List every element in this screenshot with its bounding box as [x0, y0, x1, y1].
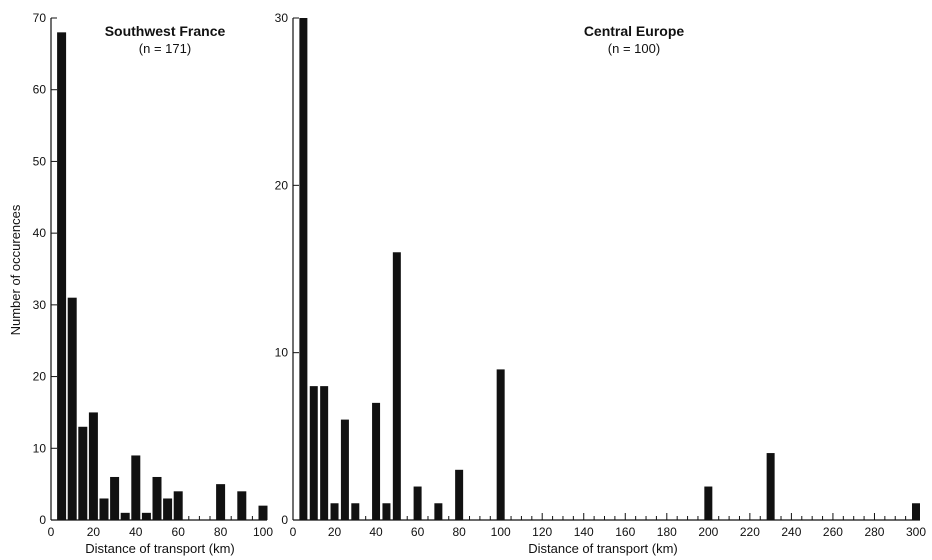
bar-central-europe-80 [455, 469, 464, 520]
bar-southwest-france-15 [78, 426, 88, 520]
bar-southwest-france-55 [163, 498, 173, 520]
x-tick-label: 60 [172, 525, 186, 539]
x-tick-label: 160 [615, 525, 635, 539]
bar-central-europe-30 [351, 503, 360, 520]
y-tick-labels-southwest-france: 0 10 20 30 40 50 60 70 [33, 11, 47, 527]
x-tick-label: 140 [574, 525, 594, 539]
x-tick-label: 120 [532, 525, 552, 539]
x-tick-labels-central-europe: 0 20 40 60 80 100 120 140 160 180 200 220 240 260 280 3… [290, 525, 927, 539]
x-tick-label: 200 [698, 525, 718, 539]
x-tick-label: 20 [87, 525, 101, 539]
bar-central-europe-50 [392, 252, 401, 520]
y-tick-label: 0 [39, 513, 46, 527]
y-tick-label: 60 [33, 83, 47, 97]
y-tick-label: 20 [275, 178, 289, 192]
y-axis-label: Number of occurences [8, 204, 23, 335]
y-tick-label: 10 [275, 346, 289, 360]
x-axis-label-central-europe: Distance of transport (km) [528, 541, 678, 556]
x-tick-label: 80 [214, 525, 228, 539]
bars-southwest-france [57, 32, 268, 520]
x-axis-label-southwest-france: Distance of transport (km) [85, 541, 235, 556]
bar-central-europe-20 [330, 503, 339, 520]
bars-central-europe [299, 18, 920, 520]
x-tick-label: 220 [740, 525, 760, 539]
y-tick-label: 20 [33, 370, 47, 384]
subtitle-southwest-france: (n = 171) [139, 41, 191, 56]
x-tick-label: 300 [906, 525, 926, 539]
bar-southwest-france-80 [216, 484, 226, 520]
y-tick-label: 70 [33, 11, 47, 25]
x-tick-label: 240 [781, 525, 801, 539]
bar-central-europe-100 [496, 369, 505, 520]
bar-central-europe-70 [434, 503, 443, 520]
y-tick-label: 30 [275, 11, 289, 25]
bar-southwest-france-5 [57, 32, 67, 520]
axes-central-europe [292, 17, 920, 521]
x-tick-label: 180 [657, 525, 677, 539]
bar-southwest-france-50 [152, 476, 162, 520]
bar-central-europe-300 [912, 503, 920, 520]
bar-southwest-france-20 [88, 412, 98, 520]
panel-southwest-france: 0 10 20 30 40 50 60 70 0 20 40 60 80 100 Southwest F… [33, 11, 274, 556]
x-tick-label: 0 [48, 525, 55, 539]
x-tick-label: 100 [491, 525, 511, 539]
panel-central-europe: 0 10 20 30 0 20 40 60 80 100 120 140 160 180 200 220 24… [275, 11, 927, 556]
x-tick-label: 20 [328, 525, 342, 539]
bar-southwest-france-10 [67, 297, 77, 520]
bar-central-europe-25 [340, 419, 349, 520]
bar-central-europe-15 [320, 386, 329, 520]
bar-southwest-france-30 [110, 476, 120, 520]
bar-central-europe-40 [372, 402, 381, 520]
x-tick-label: 100 [253, 525, 273, 539]
y-tick-label: 30 [33, 298, 47, 312]
y-tick-label: 50 [33, 154, 47, 168]
bar-central-europe-10 [309, 386, 318, 520]
bar-southwest-france-90 [237, 491, 247, 520]
y-tick-label: 0 [281, 513, 288, 527]
bar-southwest-france-60 [173, 491, 183, 520]
bar-southwest-france-25 [99, 498, 109, 520]
bar-central-europe-60 [413, 486, 422, 520]
x-tick-label: 280 [864, 525, 884, 539]
bar-central-europe-5 [299, 18, 308, 520]
bar-southwest-france-40 [131, 455, 141, 520]
y-tick-label: 10 [33, 441, 47, 455]
axes-southwest-france [50, 17, 267, 521]
x-tick-label: 40 [369, 525, 383, 539]
subtitle-central-europe: (n = 100) [608, 41, 660, 56]
x-tick-labels-southwest-france: 0 20 40 60 80 100 [48, 525, 274, 539]
bar-central-europe-200 [704, 486, 713, 520]
x-tick-label: 80 [452, 525, 466, 539]
y-tick-label: 40 [33, 226, 47, 240]
bar-southwest-france-100 [258, 505, 268, 520]
x-tick-label: 0 [290, 525, 297, 539]
title-southwest-france: Southwest France [105, 23, 226, 39]
y-tick-labels-central-europe: 0 10 20 30 [275, 11, 289, 527]
bar-central-europe-230 [766, 453, 775, 520]
x-tick-label: 40 [129, 525, 143, 539]
x-tick-label: 60 [411, 525, 425, 539]
title-central-europe: Central Europe [584, 23, 685, 39]
x-tick-label: 260 [823, 525, 843, 539]
bar-central-europe-45 [382, 503, 391, 520]
